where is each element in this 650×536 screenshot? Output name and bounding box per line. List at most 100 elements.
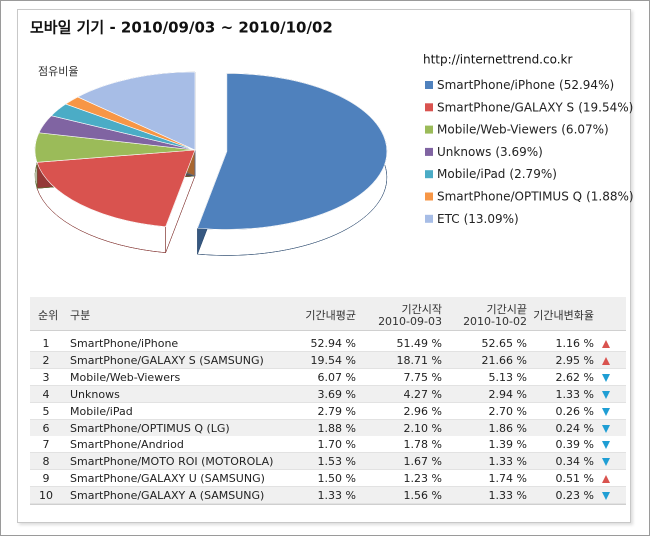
trend-up <box>602 340 610 348</box>
column-header: 구분 <box>70 309 91 322</box>
table-cell: 2.96 % <box>403 404 442 418</box>
legend-swatch <box>425 214 433 223</box>
column-header: 기간내평균 <box>305 309 356 322</box>
table-cell: 51.49 % <box>396 337 442 350</box>
trend-arrow <box>602 441 610 450</box>
table-cell: 2 <box>42 353 50 367</box>
legend-category: Mobile/Web-Viewers <box>437 122 557 136</box>
chart-title: 모바일 기기 - 2010/09/03 ~ 2010/10/02 <box>30 19 333 37</box>
table-cell: 0.26 % <box>555 404 594 418</box>
table-row-bg <box>30 351 626 369</box>
legend-category: SmartPhone/OPTIMUS Q <box>437 189 582 203</box>
legend-label: Mobile/iPad (2.79%) <box>437 167 557 181</box>
column-header: 기간시작 <box>401 303 442 316</box>
table-cell: 7 <box>42 438 50 452</box>
legend-label: Unknows (3.69%) <box>437 144 543 158</box>
table-cell: 18.71 % <box>396 353 442 367</box>
chart-subtitle: 점유비율 <box>38 65 78 78</box>
table-cell: 1 <box>42 337 50 350</box>
table-cell: 1.88 % <box>317 421 356 435</box>
trend-arrow <box>602 356 610 365</box>
table-cell: 0.51 % <box>555 472 594 486</box>
legend-value: (3.69%) <box>495 144 542 158</box>
table-cell: Mobile/Web-Viewers <box>70 370 181 384</box>
table-header-bg <box>30 297 626 331</box>
legend-category: ETC <box>437 211 460 225</box>
legend-swatch <box>425 125 433 134</box>
pie-slice <box>77 71 196 151</box>
legend-value: (13.09%) <box>464 211 519 225</box>
legend-value: (6.07%) <box>561 122 608 136</box>
trend-down <box>602 390 610 399</box>
table-cell: 1.70 % <box>317 438 356 452</box>
column-header: 기간내변화율 <box>533 309 594 322</box>
legend-value: (19.54%) <box>578 100 633 114</box>
legend-swatch <box>425 81 433 89</box>
table-cell: 4 <box>42 387 50 401</box>
trend-up <box>602 356 610 365</box>
table-cell: 0.24 % <box>555 421 594 435</box>
legend-swatch <box>425 147 433 156</box>
table-row-bg <box>30 487 626 505</box>
table-cell: 1.16 % <box>555 337 594 350</box>
table-cell: 1.67 % <box>403 455 442 469</box>
table-cell: SmartPhone/GALAXY A (SAMSUNG) <box>70 489 265 503</box>
trend-arrow <box>602 407 610 416</box>
trend-down <box>602 492 610 501</box>
legend-category: Mobile/iPad <box>437 167 505 181</box>
column-header: 2010-10-02 <box>463 315 527 328</box>
source: http://internettrend.co.kr <box>423 53 572 67</box>
legend-label: Mobile/Web-Viewers (6.07%) <box>437 122 609 136</box>
table-cell: 1.33 % <box>488 489 527 503</box>
table-cell: SmartPhone/MOTO ROI (MOTOROLA) <box>70 455 274 469</box>
table-cell: 52.65 % <box>481 337 527 350</box>
table-row-bg <box>30 470 626 488</box>
table-row-bg <box>30 402 626 420</box>
table-cell: 6.07 % <box>317 370 356 384</box>
legend-label: ETC (13.09%) <box>437 211 519 225</box>
table-row-bg <box>30 385 626 403</box>
table-cell: 1.23 % <box>403 472 442 486</box>
trend-arrow <box>602 492 610 501</box>
trend-arrow <box>602 458 610 467</box>
table-cell: SmartPhone/OPTIMUS Q (LG) <box>70 421 230 435</box>
table-cell: Unknows <box>70 387 120 401</box>
table-cell: 2.10 % <box>403 421 442 435</box>
table-cell: SmartPhone/Andriod <box>70 438 184 452</box>
table-cell: 19.54 % <box>310 353 356 367</box>
trend-down <box>602 458 610 467</box>
table-cell: 0.23 % <box>555 489 594 503</box>
table-cell: 1.39 % <box>488 438 527 452</box>
table-cell: 8 <box>42 455 50 469</box>
table-row-bg <box>30 436 626 454</box>
trend-down <box>602 407 610 416</box>
legend-swatch <box>425 170 433 179</box>
trend-arrow <box>602 390 610 399</box>
table-cell: 1.74 % <box>488 472 527 486</box>
legend-category: SmartPhone/iPhone <box>437 78 555 92</box>
table-cell: 0.39 % <box>555 438 594 452</box>
table-cell: 10 <box>39 489 53 503</box>
legend-label: SmartPhone/OPTIMUS Q (1.88%) <box>437 189 634 203</box>
table-bottom-border <box>30 504 626 505</box>
table-cell: 21.66 % <box>481 353 527 367</box>
table-cell: 2.95 % <box>555 353 594 367</box>
trend-down <box>602 424 610 433</box>
table-cell: 2.94 % <box>488 387 527 401</box>
table-cell: 4.27 % <box>403 387 442 401</box>
table-cell: 2.62 % <box>555 370 594 384</box>
table-cell: 1.56 % <box>403 489 442 503</box>
table-cell: 9 <box>42 472 50 486</box>
table-row-bg <box>30 419 626 437</box>
table-cell: SmartPhone/GALAXY S (SAMSUNG) <box>70 353 264 367</box>
pie-slice <box>36 149 196 227</box>
table-cell: 6 <box>42 421 50 435</box>
column-header: 순위 <box>38 309 59 322</box>
column-header: 기간시끝 <box>486 303 527 316</box>
table-cell: 1.33 % <box>488 455 527 469</box>
table-cell: 1.78 % <box>403 438 442 452</box>
trend-arrow <box>602 340 610 348</box>
table-cell: 5.13 % <box>488 370 527 384</box>
table-cell: 1.86 % <box>488 421 527 435</box>
table-cell: 2.70 % <box>488 404 527 418</box>
